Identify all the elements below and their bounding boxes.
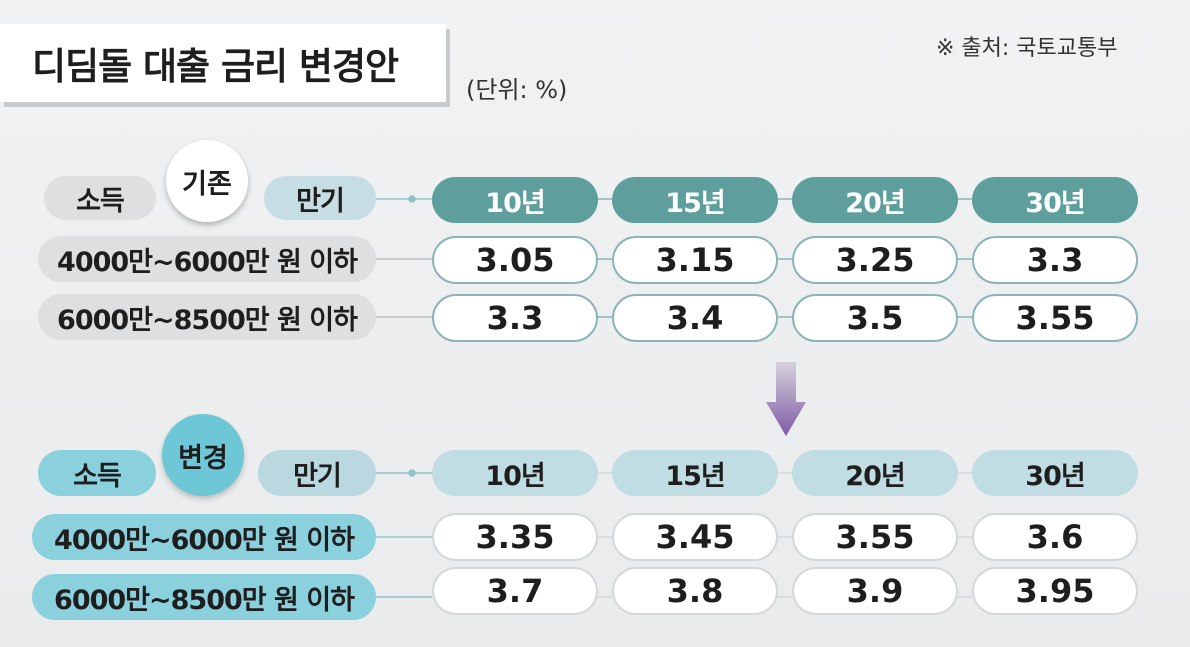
old-value-cell: 3.5 (792, 294, 958, 342)
new-col-header: 20년 (792, 450, 958, 496)
new-col-header: 10년 (432, 450, 598, 496)
new-value-cell: 3.45 (612, 513, 778, 561)
new-term-label: 만기 (258, 450, 376, 496)
source-note: ※ 출처: 국토교통부 (936, 36, 1118, 61)
new-value-cell: 3.55 (792, 513, 958, 561)
old-value-cell: 3.55 (972, 294, 1138, 342)
old-value-cell: 3.3 (972, 236, 1138, 284)
old-badge: 기존 (166, 140, 248, 222)
old-col-header: 15년 (612, 177, 778, 223)
new-row-label: 6000만~8500만 원 이하 (32, 574, 376, 620)
old-value-cell: 3.15 (612, 236, 778, 284)
old-col-header: 20년 (792, 177, 958, 223)
old-income-label: 소득 (44, 176, 156, 220)
old-term-label: 만기 (264, 176, 376, 220)
new-value-cell: 3.7 (432, 567, 598, 615)
new-value-cell: 3.35 (432, 513, 598, 561)
old-row-label: 4000만~6000만 원 이하 (38, 236, 376, 282)
new-row-label: 4000만~6000만 원 이하 (32, 514, 376, 560)
old-value-cell: 3.4 (612, 294, 778, 342)
new-value-cell: 3.8 (612, 567, 778, 615)
new-badge: 변경 (162, 414, 244, 496)
new-income-label: 소득 (38, 450, 156, 496)
old-col-header: 30년 (972, 177, 1138, 223)
old-value-cell: 3.05 (432, 236, 598, 284)
unit-label: (단위: %) (466, 76, 568, 104)
down-arrow-icon (766, 362, 806, 436)
old-row-label: 6000만~8500만 원 이하 (38, 294, 376, 340)
old-value-cell: 3.3 (432, 294, 598, 342)
new-col-header: 30년 (972, 450, 1138, 496)
new-value-cell: 3.6 (972, 513, 1138, 561)
new-value-cell: 3.95 (972, 567, 1138, 615)
old-col-header: 10년 (432, 177, 598, 223)
new-value-cell: 3.9 (792, 567, 958, 615)
new-col-header: 15년 (612, 450, 778, 496)
old-value-cell: 3.25 (792, 236, 958, 284)
chart-title: 디딤돌 대출 금리 변경안 (0, 24, 446, 102)
